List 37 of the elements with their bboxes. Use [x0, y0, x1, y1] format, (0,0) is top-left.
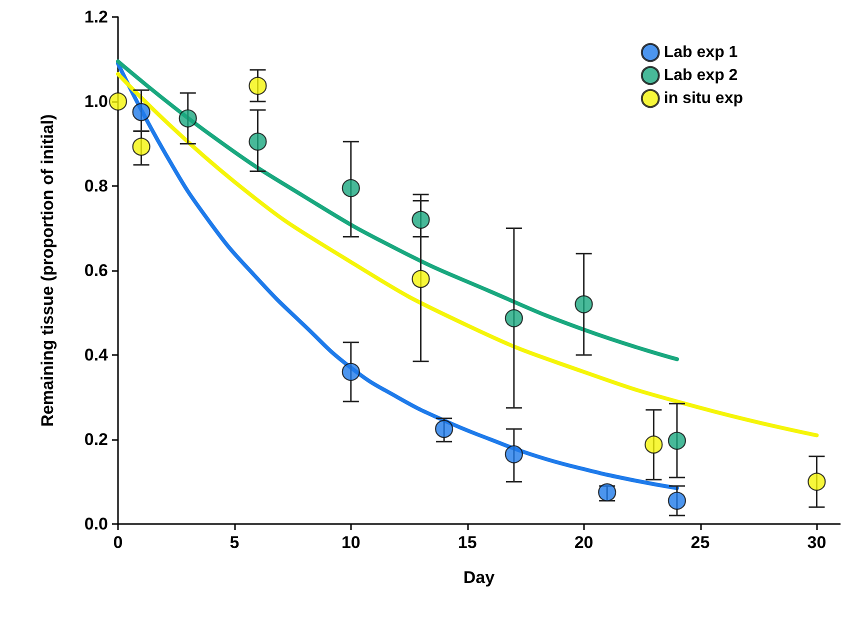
- point: [504, 445, 524, 464]
- point: [132, 138, 150, 156]
- legend-label: Lab exp 1: [664, 44, 738, 61]
- point: [504, 309, 524, 328]
- point: [434, 420, 454, 438]
- point: [342, 179, 360, 198]
- point: [248, 76, 267, 95]
- x-tick-label: 20: [574, 533, 594, 552]
- y-tick-label: 1.2: [84, 8, 108, 26]
- x-tick-label: 10: [341, 533, 360, 552]
- point: [808, 472, 826, 491]
- point: [412, 270, 430, 288]
- point: [668, 492, 686, 510]
- point: [108, 92, 128, 111]
- y-tick-label: 0.0: [84, 514, 108, 534]
- x-tick-label: 25: [690, 533, 710, 552]
- point: [342, 362, 360, 381]
- y-tick-label: 0.2: [84, 430, 108, 449]
- point: [248, 132, 267, 151]
- x-axis-title: Day: [463, 568, 496, 587]
- y-tick-label: 1.0: [84, 92, 108, 111]
- x-tick-label: 30: [807, 533, 826, 552]
- y-tick-label: 0.4: [84, 346, 109, 364]
- point: [178, 109, 197, 128]
- y-axis-title: Remaining tissue (proportion of initial): [38, 114, 57, 427]
- point: [132, 102, 150, 122]
- point: [412, 210, 430, 229]
- x-tick-label: 0: [113, 533, 123, 552]
- point: [574, 295, 593, 314]
- point: [668, 432, 686, 450]
- point: [644, 435, 663, 454]
- legend-label: Lab exp 2: [664, 67, 738, 84]
- x-tick-label: 15: [458, 533, 477, 552]
- legend-label: in situ exp: [664, 90, 744, 107]
- x-tick-label: 5: [230, 533, 240, 552]
- y-tick-label: 0.6: [84, 261, 108, 280]
- y-tick-label: 0.8: [84, 176, 108, 196]
